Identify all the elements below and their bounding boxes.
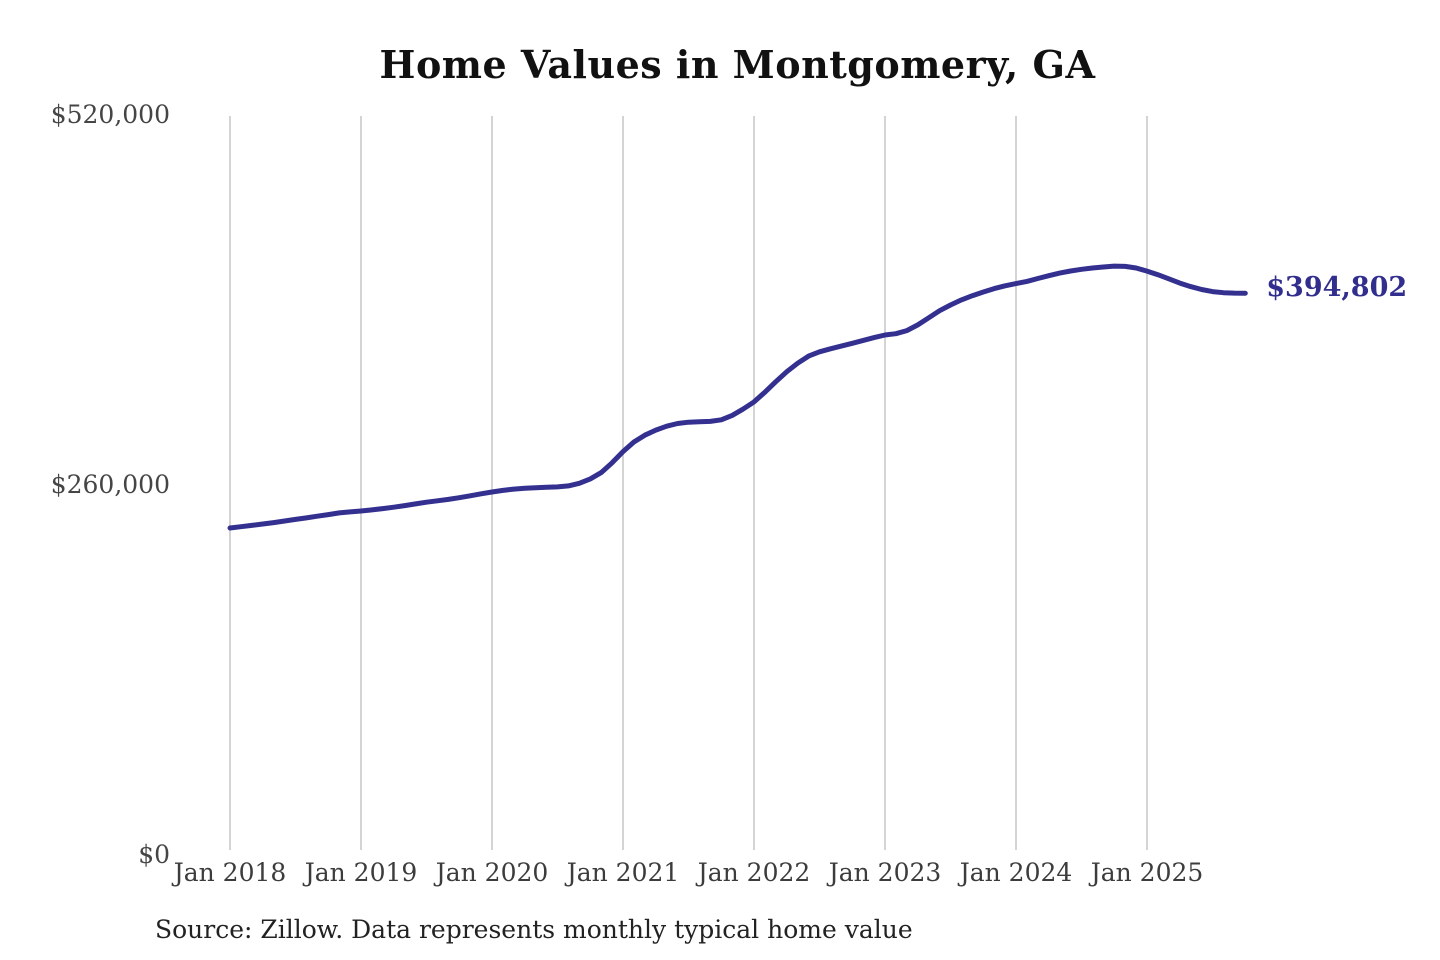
current-value-label: $394,802 <box>1266 272 1408 304</box>
y-axis-tick-label: $0 <box>138 840 170 869</box>
x-axis-tick-label: Jan 2024 <box>959 858 1073 887</box>
y-axis-tick-label: $260,000 <box>50 470 170 499</box>
source-note: Source: Zillow. Data represents monthly … <box>155 915 913 944</box>
x-axis-tick-label: Jan 2020 <box>435 858 549 887</box>
x-axis-tick-label: Jan 2025 <box>1090 858 1204 887</box>
x-axis-tick-label: Jan 2019 <box>304 858 418 887</box>
x-axis-tick-label: Jan 2023 <box>828 858 942 887</box>
gridlines <box>229 116 1148 850</box>
x-axis-tick-label: Jan 2022 <box>697 858 811 887</box>
chart-title: Home Values in Montgomery, GA <box>379 42 1096 87</box>
y-axis-tick-label: $520,000 <box>50 100 170 129</box>
x-axis-tick-label: Jan 2021 <box>566 858 680 887</box>
home-value-series-line <box>227 263 1248 531</box>
x-axis-tick-label: Jan 2018 <box>173 858 287 887</box>
